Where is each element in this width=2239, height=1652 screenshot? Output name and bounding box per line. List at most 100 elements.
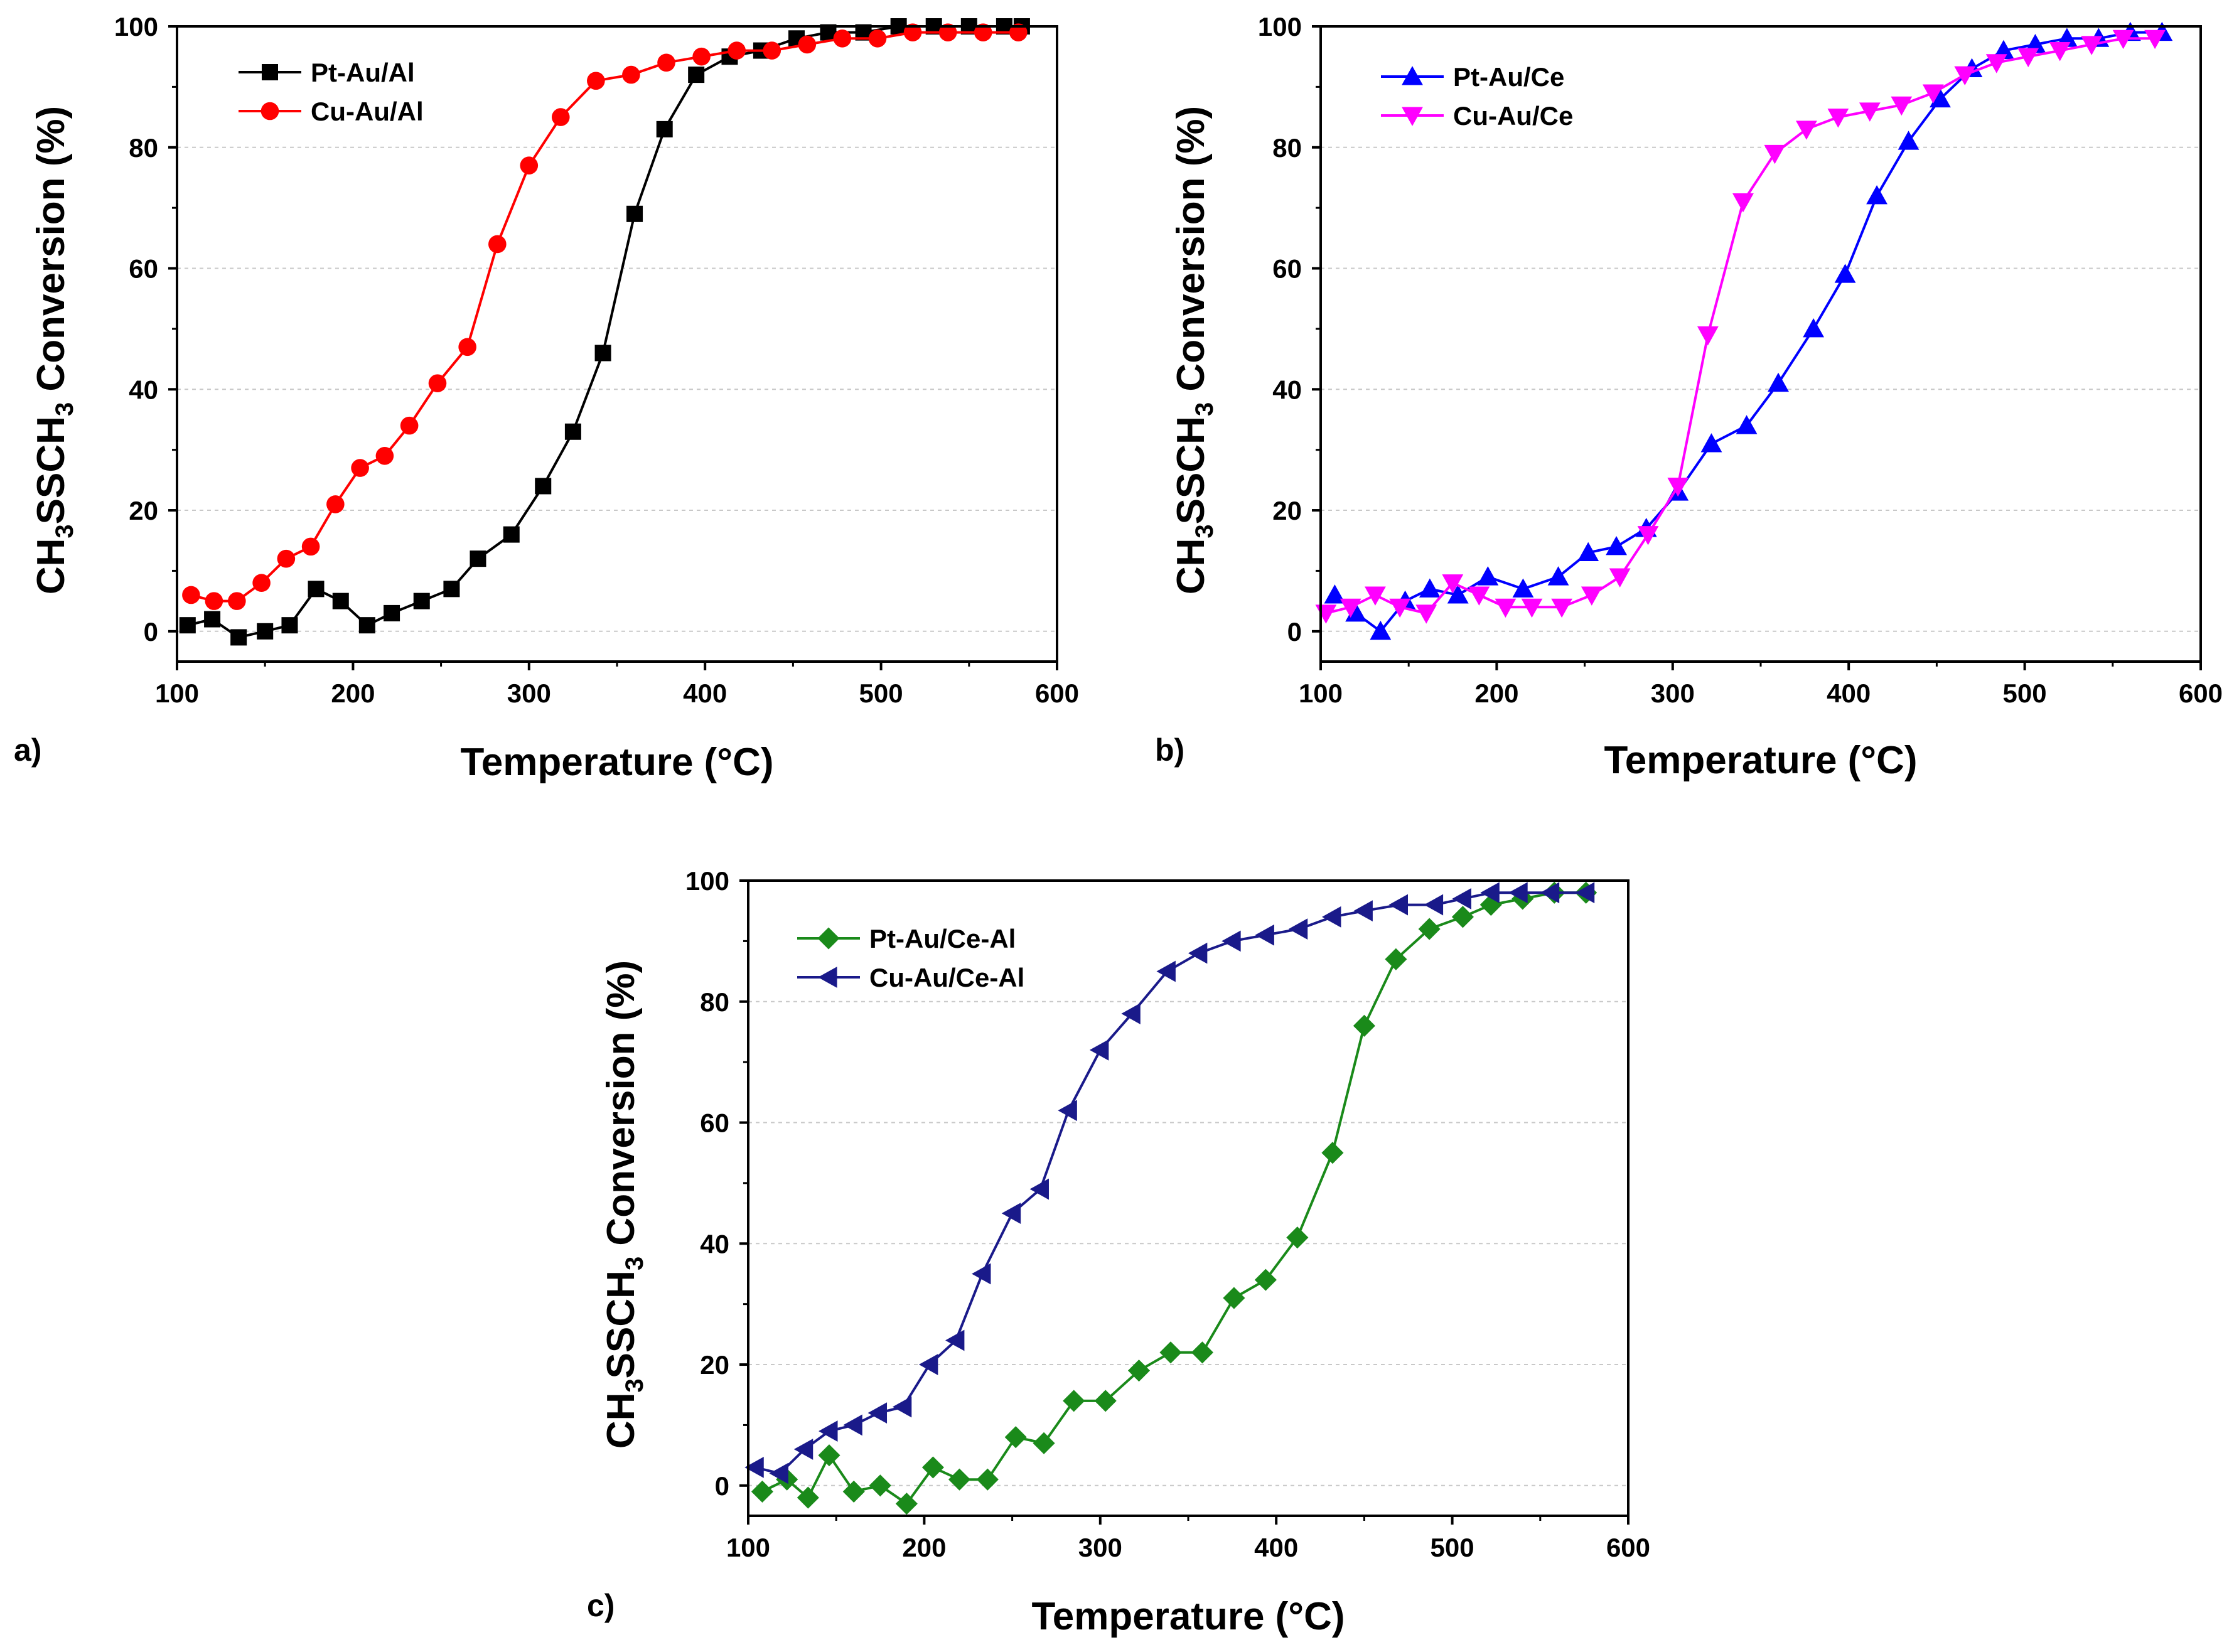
y-tick-label: 20 xyxy=(129,496,158,525)
data-point xyxy=(1442,574,1464,594)
data-point xyxy=(657,53,675,72)
data-point xyxy=(1468,586,1490,606)
data-point xyxy=(945,1329,965,1351)
data-point xyxy=(281,617,298,634)
data-point xyxy=(1415,604,1437,624)
x-axis-label: Temperature (°C) xyxy=(1031,1595,1345,1638)
data-point xyxy=(458,338,476,357)
data-point xyxy=(1732,193,1754,213)
data-point xyxy=(1063,1390,1085,1412)
x-axis-label: Temperature (°C) xyxy=(460,741,773,784)
data-point xyxy=(1577,542,1599,562)
data-point xyxy=(1385,948,1407,970)
data-point xyxy=(921,1456,944,1479)
data-point xyxy=(1452,888,1471,909)
x-tick-label: 100 xyxy=(726,1533,770,1562)
data-point xyxy=(326,495,345,513)
data-point xyxy=(892,1396,912,1418)
data-point xyxy=(1288,918,1308,940)
data-point xyxy=(384,604,400,621)
legend-marker xyxy=(262,64,278,80)
data-point xyxy=(1954,66,1976,86)
data-point xyxy=(1480,882,1500,904)
data-point xyxy=(252,574,271,593)
data-point xyxy=(1009,23,1028,41)
data-point xyxy=(868,29,887,48)
data-point xyxy=(358,617,375,634)
data-point xyxy=(1447,584,1469,604)
data-point xyxy=(793,1439,813,1460)
data-point xyxy=(1477,566,1499,586)
data-point xyxy=(948,1468,971,1491)
data-point xyxy=(2081,36,2103,55)
data-point xyxy=(1827,109,1849,128)
data-point xyxy=(1803,318,1825,338)
x-tick-label: 600 xyxy=(1606,1533,1650,1562)
y-axis-label-part: SSCH xyxy=(1169,416,1213,524)
chart-panel-b: 100 200 300 400 500 600 0 20 40 60 80 100 Temperatur… xyxy=(1155,12,2223,782)
data-point xyxy=(1191,1341,1213,1364)
data-point xyxy=(938,23,957,41)
data-point xyxy=(656,121,673,137)
y-axis-label: CH3SSCH3 Conversion (%) xyxy=(599,960,648,1449)
y-axis-label: CH3SSCH3 Conversion (%) xyxy=(30,106,78,594)
data-point xyxy=(1424,894,1444,916)
y-axis-label-subscript: 3 xyxy=(621,1257,648,1270)
data-point xyxy=(842,1480,865,1503)
data-point xyxy=(763,41,781,60)
x-axis-label: Temperature (°C) xyxy=(1604,739,1917,782)
data-point xyxy=(1004,1426,1027,1449)
data-point xyxy=(1365,586,1386,606)
x-tick-label: 500 xyxy=(859,678,903,708)
data-point xyxy=(1388,894,1408,916)
x-tick-label: 200 xyxy=(331,678,375,708)
data-point xyxy=(728,41,746,60)
data-point xyxy=(1540,882,1560,904)
y-axis-label-part: SSCH xyxy=(599,1270,643,1378)
y-tick-label: 40 xyxy=(129,375,158,404)
y-axis-label-part: Conversion (%) xyxy=(599,960,643,1257)
data-point xyxy=(594,345,611,362)
data-point xyxy=(769,1462,788,1484)
data-point xyxy=(179,617,196,634)
data-point xyxy=(1315,604,1337,624)
data-point xyxy=(564,423,581,440)
x-tick-label: 200 xyxy=(902,1533,946,1562)
y-axis-label-subscript: 3 xyxy=(51,402,78,416)
data-point xyxy=(1188,942,1208,964)
x-tick-label: 400 xyxy=(1827,678,1871,708)
data-point xyxy=(587,72,605,90)
data-point xyxy=(257,623,274,640)
data-point xyxy=(1859,102,1881,122)
data-point xyxy=(688,67,705,83)
data-point xyxy=(1606,535,1627,555)
data-point xyxy=(1866,185,1887,205)
data-point xyxy=(798,35,817,54)
data-point xyxy=(974,23,992,41)
data-point xyxy=(551,108,570,126)
data-point xyxy=(1834,264,1856,283)
data-point xyxy=(751,1480,773,1503)
x-tick-label: 400 xyxy=(1254,1533,1298,1562)
data-point xyxy=(1127,1360,1151,1382)
y-axis-label-subscript: 3 xyxy=(51,524,78,538)
data-point xyxy=(1340,598,1361,618)
x-tick-label: 300 xyxy=(1078,1533,1122,1562)
data-point xyxy=(2017,48,2039,68)
data-point xyxy=(1697,326,1719,346)
x-tick-label: 200 xyxy=(1474,678,1518,708)
data-point xyxy=(1581,586,1603,606)
data-point xyxy=(843,1414,862,1436)
y-tick-label: 100 xyxy=(114,12,158,41)
data-point xyxy=(1898,131,1920,150)
y-axis-label-part: Conversion (%) xyxy=(30,106,73,402)
data-point xyxy=(503,526,520,543)
panel-label: c) xyxy=(587,1588,615,1623)
data-point xyxy=(1159,1341,1182,1364)
y-tick-label: 20 xyxy=(1272,496,1302,525)
y-tick-label: 0 xyxy=(1287,617,1302,646)
x-tick-label: 300 xyxy=(1651,678,1695,708)
data-point xyxy=(797,1486,819,1509)
data-point xyxy=(918,1354,938,1375)
data-point xyxy=(1575,882,1595,904)
